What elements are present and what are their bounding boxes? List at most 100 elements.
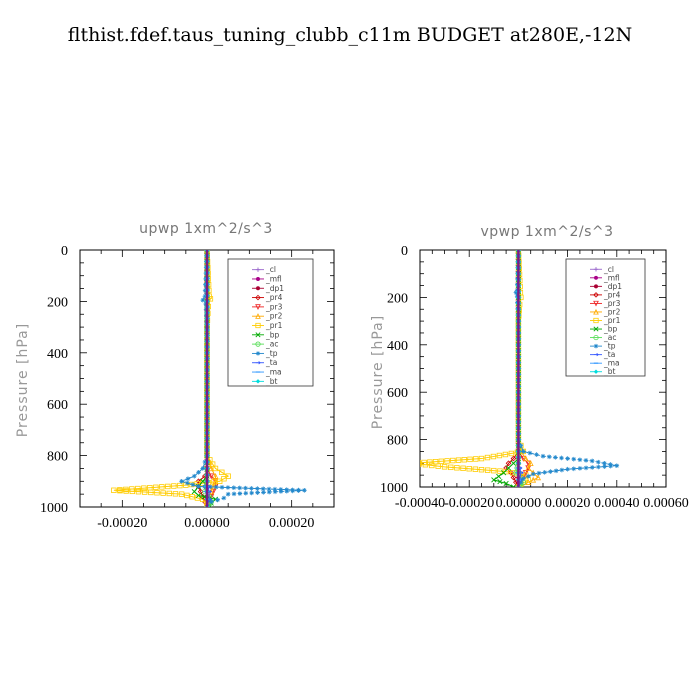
vpwp-series-pr2-point: [522, 455, 529, 462]
vpwp-series-pr1-point: [466, 466, 472, 472]
vpwp-series-bp-point: [503, 480, 509, 487]
vpwp-series-pr1-point: [473, 456, 479, 462]
upwp-legend-label: _bt: [265, 377, 278, 386]
upwp-legend-swatch: [255, 379, 261, 384]
vpwp-series-tp-point: [536, 470, 542, 476]
upwp-legend-box: [227, 258, 314, 387]
upwp-series-pr1-point: [212, 465, 219, 472]
vpwp-legend-swatch: [593, 267, 599, 272]
vpwp-legend-item-pr3: _pr3: [590, 299, 621, 308]
vpwp-series-pr1-point: [420, 461, 422, 467]
upwp-series-tp-point: [266, 489, 272, 495]
upwp-y-tick-label: 0: [61, 244, 68, 259]
vpwp-series-tp-point: [565, 466, 570, 472]
vpwp-series-pr1-point: [484, 467, 491, 473]
vpwp-series-tp-point: [546, 454, 552, 460]
vpwp-legend-label: _mfl: [603, 273, 620, 282]
vpwp-legend-label: _ma: [603, 359, 620, 368]
vpwp-series-pr1-point: [429, 462, 435, 469]
vpwp-series-bp-point: [505, 465, 512, 471]
upwp-series-tp-point: [221, 495, 227, 501]
upwp-series-tp-point: [290, 488, 295, 494]
upwp-series-tp-point: [278, 489, 284, 494]
upwp-x-tick-label: 0.00020: [269, 516, 315, 531]
vpwp-series-bp-point: [491, 477, 497, 483]
vpwp-legend-label: _dp1: [603, 282, 622, 291]
upwp-legend-swatch: [255, 322, 261, 329]
upwp-legend-label: _mfl: [265, 274, 282, 283]
vpwp-series-pr1-point: [460, 465, 466, 471]
upwp-series-tp-point: [243, 485, 248, 491]
vpwp-y-tick-label: 0: [401, 244, 408, 259]
vpwp-series-pr1-point: [503, 468, 509, 475]
upwp-series-tp-point: [196, 484, 201, 489]
vpwp-legend-swatch: [593, 317, 599, 324]
vpwp-legend-item-bt: _bt: [590, 367, 616, 376]
upwp-legend-item-bp: _bp: [252, 330, 280, 339]
upwp-legend-swatch: [255, 332, 261, 338]
upwp-series-tp-point: [225, 485, 231, 490]
vpwp-legend-swatch: [593, 343, 599, 349]
upwp-legend-item-bt: _bt: [252, 377, 278, 386]
vpwp-legend-label: _pr4: [603, 290, 621, 299]
vpwp-legend-label: _cl: [603, 265, 614, 274]
upwp-legend-item-ma: _ma: [252, 368, 282, 377]
upwp-legend-swatch: [255, 267, 261, 272]
vpwp-legend-swatch: [593, 369, 599, 374]
upwp-x-tick-label: 0.00000: [184, 516, 230, 531]
vpwp-legend-swatch: [593, 334, 599, 341]
vpwp-y-tick-label: 600: [387, 386, 408, 401]
vpwp-series-tp-point: [548, 469, 553, 474]
vpwp-series-tp-point: [513, 290, 519, 295]
vpwp-x-tick-label: 0.00000: [496, 496, 542, 511]
vpwp-series-bp-point: [501, 470, 507, 476]
vpwp-series-tp-point: [540, 453, 546, 459]
vpwp-series-pr1-point: [461, 457, 467, 463]
upwp-series-pr1-point: [135, 485, 141, 492]
vpwp-legend-item-dp1: _dp1: [590, 282, 622, 291]
upwp-series-pr1-point: [117, 487, 123, 494]
upwp-y-tick-label: 800: [47, 450, 68, 465]
upwp-series-tp-point: [185, 476, 191, 482]
vpwp-y-tick-label: 1000: [380, 481, 408, 496]
vpwp-legend-label: _tp: [603, 342, 616, 351]
upwp-series-bp-point: [191, 488, 197, 495]
vpwp-series-pr4-point: [510, 455, 517, 462]
upwp-series-tp-point: [272, 486, 278, 492]
upwp-series-tp-point: [302, 487, 307, 493]
vpwp-series-pr1-point: [444, 458, 450, 464]
vpwp-legend-label: _pr1: [603, 316, 621, 325]
vpwp-legend-label: _ac: [603, 333, 616, 342]
vpwp-legend-item-cl: _cl: [590, 265, 614, 274]
vpwp-ticks: [419, 249, 667, 488]
vpwp-x-tick-label: 0.00040: [594, 496, 640, 511]
upwp-legend-item-tp: _tp: [252, 349, 278, 358]
vpwp-legend-item-ma: _ma: [590, 359, 620, 368]
vpwp-x-tick-label: -0.00020: [444, 496, 494, 511]
vpwp-series-pr1-point: [508, 450, 515, 457]
vpwp-series-tp-point: [559, 455, 564, 461]
upwp-series-tp-point: [249, 490, 254, 496]
upwp-legend: _cl_mfl_dp1_pr4_pr3_pr2_pr1_bp_ac_tp_ta_…: [227, 258, 314, 387]
upwp-y-tick-label: 600: [47, 398, 68, 413]
upwp-series-pr1-point: [141, 485, 147, 491]
vpwp-series-pr1-point: [502, 451, 509, 458]
upwp-series-tp-point: [190, 482, 196, 488]
vpwp-legend-swatch: [593, 300, 599, 307]
vpwp-legend: _cl_mfl_dp1_pr4_pr3_pr2_pr1_bp_ac_tp_ta_…: [565, 258, 646, 377]
upwp-legend-swatch: [256, 286, 260, 291]
upwp-legend-label: _tp: [265, 349, 278, 358]
vpwp-series-pr1-point: [435, 463, 441, 469]
vpwp-series-pr1-point: [467, 456, 473, 463]
upwp-series-pr1-point: [154, 490, 160, 496]
upwp-series-pr1-point: [177, 482, 183, 489]
vpwp-series-pr1-point: [490, 453, 497, 460]
vpwp-series-tp-point: [589, 465, 595, 470]
vpwp-series-group: [420, 250, 620, 487]
upwp-series-pr1-point: [184, 492, 190, 499]
upwp-legend-label: _pr2: [265, 312, 283, 321]
vpwp-series-pr2-point: [535, 474, 542, 481]
vpwp-series-bp-point: [496, 473, 502, 479]
vpwp-series-tp-point: [518, 479, 524, 485]
